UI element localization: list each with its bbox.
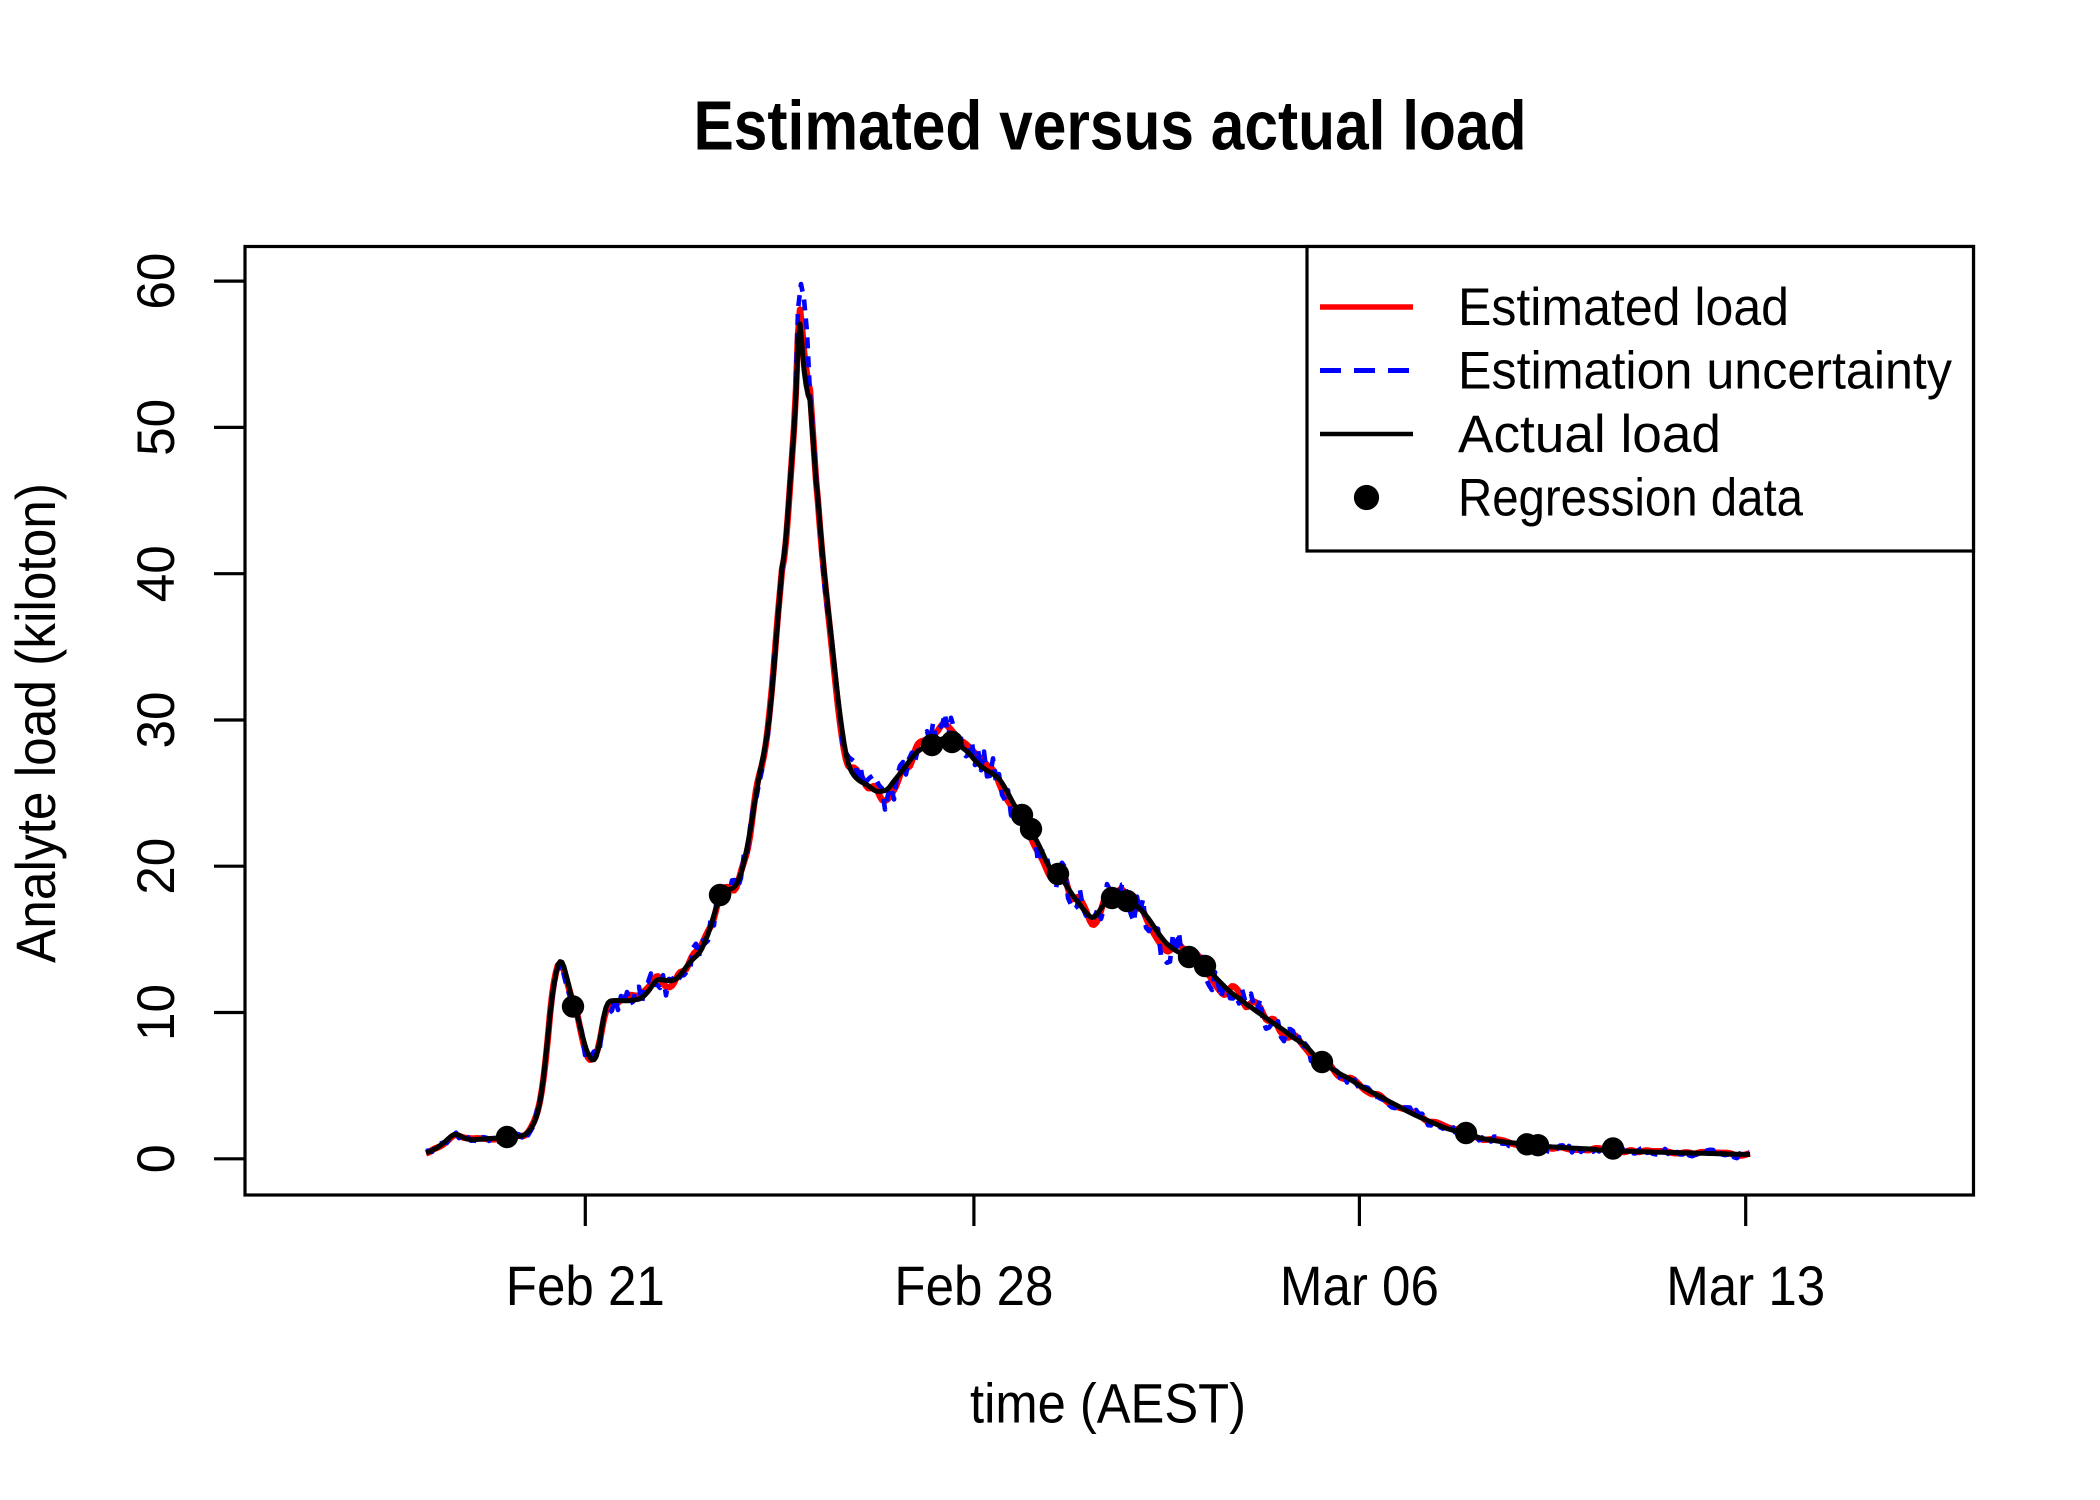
svg-text:Estimated load: Estimated load — [1458, 278, 1789, 337]
svg-text:0: 0 — [127, 1144, 186, 1173]
svg-text:Feb 21: Feb 21 — [506, 1254, 665, 1317]
svg-text:Estimation uncertainty: Estimation uncertainty — [1458, 342, 1952, 401]
svg-text:40: 40 — [127, 545, 186, 602]
svg-text:60: 60 — [127, 253, 186, 310]
svg-text:20: 20 — [127, 838, 186, 895]
svg-text:10: 10 — [127, 984, 186, 1041]
svg-text:Estimated versus actual load: Estimated versus actual load — [694, 87, 1527, 165]
svg-text:Feb 28: Feb 28 — [894, 1254, 1053, 1317]
svg-text:time (AEST): time (AEST) — [970, 1372, 1246, 1435]
svg-text:30: 30 — [127, 692, 186, 749]
svg-text:Mar 06: Mar 06 — [1280, 1254, 1439, 1317]
svg-text:Mar 13: Mar 13 — [1666, 1254, 1825, 1317]
svg-text:Analyte load (kiloton): Analyte load (kiloton) — [4, 483, 67, 963]
svg-text:Regression data: Regression data — [1458, 469, 1803, 528]
svg-text:Actual load: Actual load — [1458, 405, 1721, 464]
svg-text:50: 50 — [127, 399, 186, 456]
